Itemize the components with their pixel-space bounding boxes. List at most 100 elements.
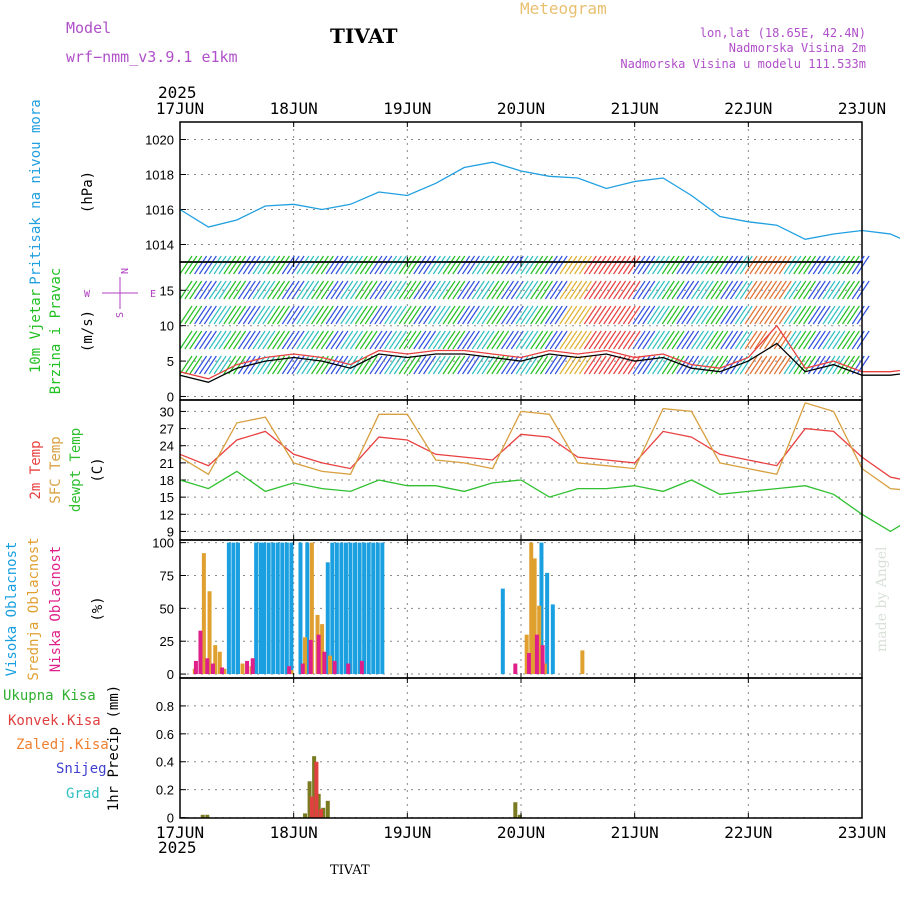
wind-barb: [583, 280, 597, 300]
wind-barb: [223, 330, 237, 350]
wind-barb: [325, 280, 339, 300]
wind-barb: [832, 330, 846, 350]
wind-barb: [437, 355, 451, 375]
wind-barb: [588, 330, 602, 350]
bar: [321, 807, 326, 818]
wind-barb: [559, 305, 573, 325]
bar: [231, 542, 236, 675]
wind-barb: [427, 355, 441, 375]
wind-barb: [705, 355, 719, 375]
y-axis-label: Niska Oblacnost: [48, 546, 64, 672]
wind-barb: [729, 255, 743, 275]
wind-barb: [364, 255, 378, 275]
series-line: [179, 470, 900, 533]
wind-barb: [807, 280, 821, 300]
wind-barb: [671, 355, 685, 375]
wind-barb: [442, 255, 456, 275]
wind-barb: [768, 305, 782, 325]
wind-barb: [676, 305, 690, 325]
wind-barb: [247, 255, 261, 275]
wind-barb: [262, 305, 276, 325]
wind-barb: [754, 355, 768, 375]
x-tick-label-top: 19JUN: [383, 99, 431, 118]
wind-barb: [564, 330, 578, 350]
wind-barb: [661, 355, 675, 375]
wind-barb: [213, 255, 227, 275]
wind-barb: [301, 330, 315, 350]
wind-barb: [267, 330, 281, 350]
wind-barb: [695, 330, 709, 350]
legend-snow: Snijeg: [56, 761, 107, 777]
wind-barb: [530, 305, 544, 325]
wind-barb: [233, 255, 247, 275]
wind-barb: [803, 280, 817, 300]
wind-barb: [691, 305, 704, 325]
y-axis-label: 10m Vjetar: [28, 289, 44, 373]
wind-barb: [462, 355, 476, 375]
wind-barb: [223, 355, 237, 375]
wind-barb: [403, 280, 417, 300]
wind-barb: [837, 330, 851, 350]
bar: [198, 630, 203, 675]
wind-barb: [340, 355, 354, 375]
wind-barb: [408, 330, 422, 350]
wind-barb: [223, 305, 237, 325]
wind-barb: [676, 255, 690, 275]
wind-barb: [832, 355, 846, 375]
bar: [284, 542, 289, 675]
bar: [316, 634, 321, 675]
x-tick-label-bottom: 17JUN: [156, 823, 204, 842]
wind-barb: [345, 255, 359, 275]
wind-barb: [457, 330, 471, 350]
bar: [545, 572, 550, 675]
wind-barb: [466, 305, 480, 325]
bar: [526, 653, 531, 675]
wind-barb: [778, 330, 792, 350]
wind-barb: [788, 255, 802, 275]
wind-barb: [744, 355, 758, 375]
wind-barb: [720, 330, 734, 350]
wind-barb: [369, 255, 383, 275]
wind-barb: [842, 330, 856, 350]
wind-barb: [418, 305, 432, 325]
wind-barb: [803, 255, 817, 275]
y-tick-label: 21: [160, 456, 174, 471]
wind-barb: [549, 355, 563, 375]
wind-barb: [578, 305, 592, 325]
wind-barb: [179, 305, 193, 325]
wind-barb: [447, 330, 461, 350]
wind-barb: [583, 255, 597, 275]
wind-barb: [393, 280, 407, 300]
wind-barb: [179, 330, 193, 350]
x-tick-label-top: 20JUN: [497, 99, 545, 118]
wind-barb: [213, 355, 227, 375]
wind-barb: [447, 355, 461, 375]
bar: [210, 663, 215, 675]
bar: [332, 660, 337, 675]
wind-barb: [481, 255, 495, 275]
wind-barb: [603, 280, 617, 300]
wind-barb: [793, 330, 807, 350]
wind-barb: [218, 330, 232, 350]
wind-barb: [739, 305, 753, 325]
wind-barb: [242, 305, 256, 325]
series-line: [179, 427, 900, 480]
wind-barb: [364, 355, 378, 375]
bar: [287, 666, 292, 675]
wind-barb: [423, 355, 437, 375]
wind-barb: [851, 255, 865, 275]
wind-barb: [549, 280, 563, 300]
wind-barb: [476, 330, 490, 350]
bar: [201, 553, 206, 675]
wind-barb: [525, 255, 539, 275]
wind-barb: [296, 330, 310, 350]
bar: [339, 542, 344, 675]
wind-barb: [252, 255, 266, 275]
wind-barb: [778, 280, 792, 300]
wind-barb: [559, 330, 573, 350]
wind-barb: [613, 280, 627, 300]
wind-barb: [452, 355, 466, 375]
wind-barb: [442, 330, 456, 350]
y-tick-label: 0: [167, 389, 174, 404]
wind-barb: [744, 330, 758, 350]
